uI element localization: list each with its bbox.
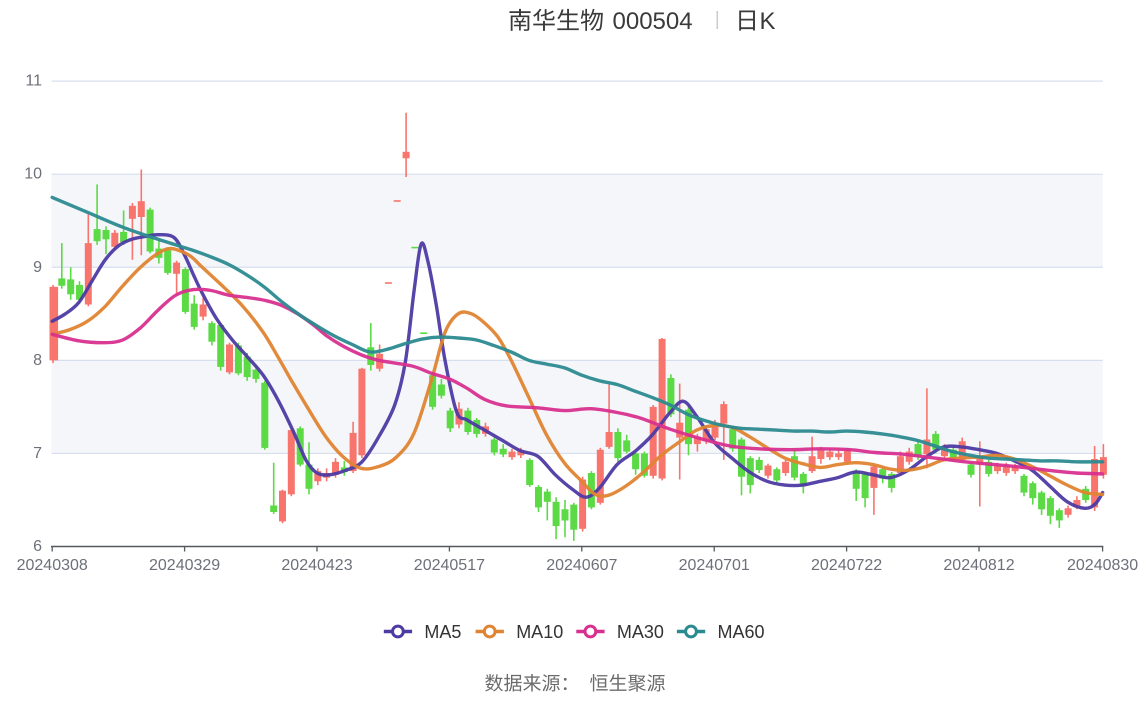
svg-text:20240701: 20240701 (679, 557, 750, 574)
svg-text:20240308: 20240308 (17, 557, 88, 574)
svg-text:20240423: 20240423 (281, 557, 352, 574)
svg-text:K: K (760, 8, 776, 35)
svg-text:11: 11 (25, 73, 42, 90)
svg-text:20240329: 20240329 (149, 557, 220, 574)
svg-text:20240517: 20240517 (414, 557, 485, 574)
svg-text:MA5: MA5 (424, 622, 461, 642)
svg-text:7: 7 (33, 445, 42, 462)
svg-text:20240607: 20240607 (546, 557, 617, 574)
svg-text:MA30: MA30 (617, 622, 664, 642)
svg-text:20240722: 20240722 (811, 557, 882, 574)
svg-text:MA60: MA60 (718, 622, 765, 642)
svg-text:20240830: 20240830 (1067, 557, 1138, 574)
svg-text:20240812: 20240812 (943, 557, 1014, 574)
svg-text:6: 6 (33, 538, 42, 555)
svg-text:MA10: MA10 (516, 622, 563, 642)
svg-text:9: 9 (33, 259, 42, 276)
svg-text:8: 8 (33, 352, 42, 369)
svg-text:10: 10 (24, 166, 42, 183)
svg-text:000504: 000504 (613, 8, 693, 35)
